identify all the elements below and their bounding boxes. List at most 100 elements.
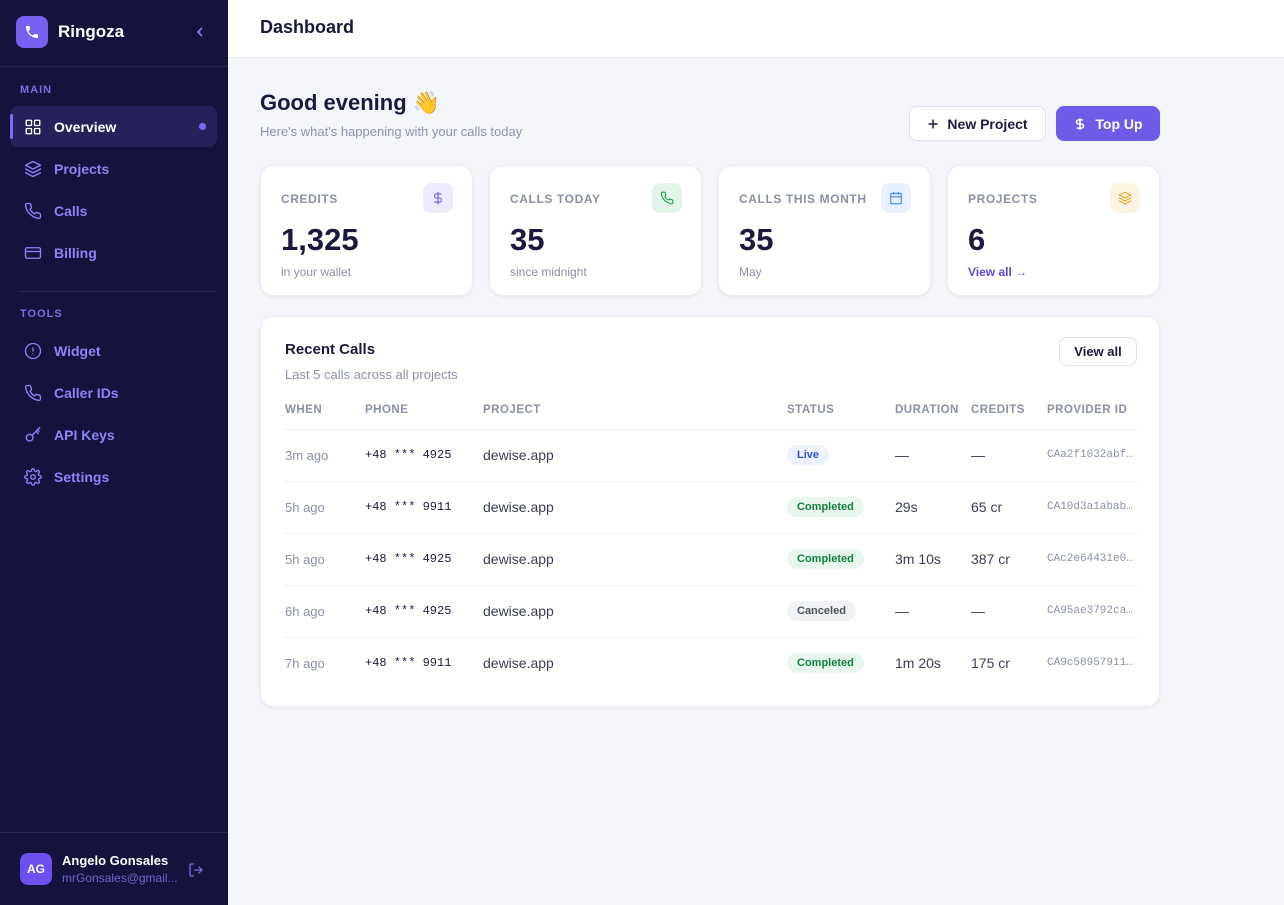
header-row: WHEN PHONE PROJECT STATUS DURATION CREDITS PRO… [285,391,1137,430]
stat-label: PROJECTS [968,192,1038,206]
stat-label: CALLS THIS MONTH [739,192,867,206]
nav-label: API Keys [54,426,115,443]
calls-table: WHEN PHONE PROJECT STATUS DURATION CREDITS PRO… [285,391,1137,689]
status-cell: Completed [787,637,895,689]
status-cell: Completed [787,481,895,534]
phone: +48 *** 9911 [365,481,483,534]
page-title: Dashboard [260,17,355,37]
top-bar: Dashboard [228,0,1284,58]
icon [1118,191,1132,205]
nav-section: MAIN Overview Projects Calls Billing [10,84,217,273]
column-header: CREDITS [971,391,1047,430]
nav-item[interactable]: Calls [10,190,217,231]
new-project-button[interactable]: New Project [909,106,1046,141]
call-row: 3m ago +48 *** 4925 dewise.app Live — — CAa2f1… [285,429,1137,482]
when: 5h ago [285,533,365,586]
stat-card: CALLS TODAY 35 since midnight [489,165,702,296]
provider-id: CAa2f1032abf… [1047,429,1137,482]
nav-label: Widget [54,342,101,359]
nav-item[interactable]: Widget [10,330,217,371]
nav-label: Calls [54,202,88,219]
user: AG Angelo Gonsales mrGonsales@gmail... [20,853,178,885]
icon [433,191,443,205]
nav-item[interactable]: API Keys [10,414,217,455]
section-title: TOOLS [20,308,63,320]
duration: — [895,585,971,638]
credits: — [971,429,1047,482]
recent-calls: Recent Calls Last 5 calls across all pro… [260,316,1160,707]
credits: 175 cr [971,655,1010,672]
credits: — [971,585,1047,638]
column-header: PROVIDER ID [1047,391,1137,430]
stat-value: 1,325 [281,222,359,257]
stat-sub: since midnight [510,265,587,279]
icon [25,119,41,134]
duration: 3m 10s [895,533,971,586]
icon [25,426,41,442]
greeting-subtitle: Here's what's happening with your calls … [260,124,523,139]
brand-name: Ringoza [58,22,125,41]
status-cell: Completed [787,533,895,586]
icon [24,202,42,219]
credits: 387 cr [971,533,1047,586]
column-header: STATUS [787,391,895,430]
icon [24,246,42,259]
project: dewise.app [483,481,787,534]
stat-icon [652,183,682,213]
status-badge: Live [787,445,830,465]
stat-icon [1110,183,1140,213]
nav-label: Projects [54,160,110,177]
greeting: Good evening 👋 Here's what's happening w… [260,90,522,139]
nav-item[interactable]: Billing [10,232,217,273]
nav-label: Settings [54,468,110,485]
greeting-title: Good evening 👋 [260,90,441,115]
icon [24,384,42,401]
nav-item[interactable]: Settings [10,456,217,497]
when: 6h ago [285,585,365,638]
icon [24,467,42,486]
user-email: mrGonsales@gmail... [62,871,178,885]
stat-icon [881,183,911,213]
nav: MAIN Overview Projects Calls Billing TOOLS Wid… [10,84,217,515]
nav-item[interactable]: Overview [10,106,217,147]
provider-id: CA10d3a1abab… [1047,481,1137,534]
duration: — [895,429,971,482]
status-badge: Completed [787,497,864,517]
button-label: Top Up [1095,115,1143,132]
view-all-button[interactable]: View all [1059,337,1137,366]
column-header: PROJECT [483,391,787,430]
status-badge: Canceled [787,601,856,621]
nav-item[interactable]: Caller IDs [10,372,217,413]
provider-id: CAc2e64431e0… [1047,533,1137,586]
status-badge: Completed [787,653,864,674]
call-row: 5h ago +48 *** 9911 dewise.app Completed 29s… [285,481,1137,534]
collapse-button[interactable] [192,24,208,40]
section-title: Recent Calls [285,341,376,358]
duration: 1m 20s [895,655,941,672]
phone: +48 *** 4925 [365,585,483,638]
call-row: 6h ago +48 *** 4925 dewise.app Canceled — — CA… [285,585,1137,638]
sidebar: Ringoza MAIN Overview Projects Calls Billing… [0,0,228,905]
nav-item[interactable]: Projects [10,148,217,189]
project: dewise.app [483,585,787,638]
separator [0,66,228,67]
when: 5h ago [285,481,365,534]
stat-icon [423,183,453,213]
stat-value: 35 [510,222,545,257]
status-cell: Live [787,429,895,482]
column-header: PHONE [365,391,483,430]
nav-label: Caller IDs [54,384,119,401]
logout-button[interactable] [188,862,204,878]
nav-section: TOOLS Widget Caller IDs API Keys Settings [20,291,217,497]
top-up-button[interactable]: Top Up [1056,106,1160,141]
stat-link[interactable]: View all → [968,265,1028,279]
icon [24,160,42,177]
stat-sub: in your wallet [281,265,352,279]
nav-label: Billing [54,244,97,261]
stat-card: PROJECTS 6 View all → [947,165,1160,296]
icon [890,191,902,205]
stat-value: 35 [739,222,774,257]
stat-label: CALLS TODAY [510,192,601,206]
column-header: WHEN [285,391,365,430]
